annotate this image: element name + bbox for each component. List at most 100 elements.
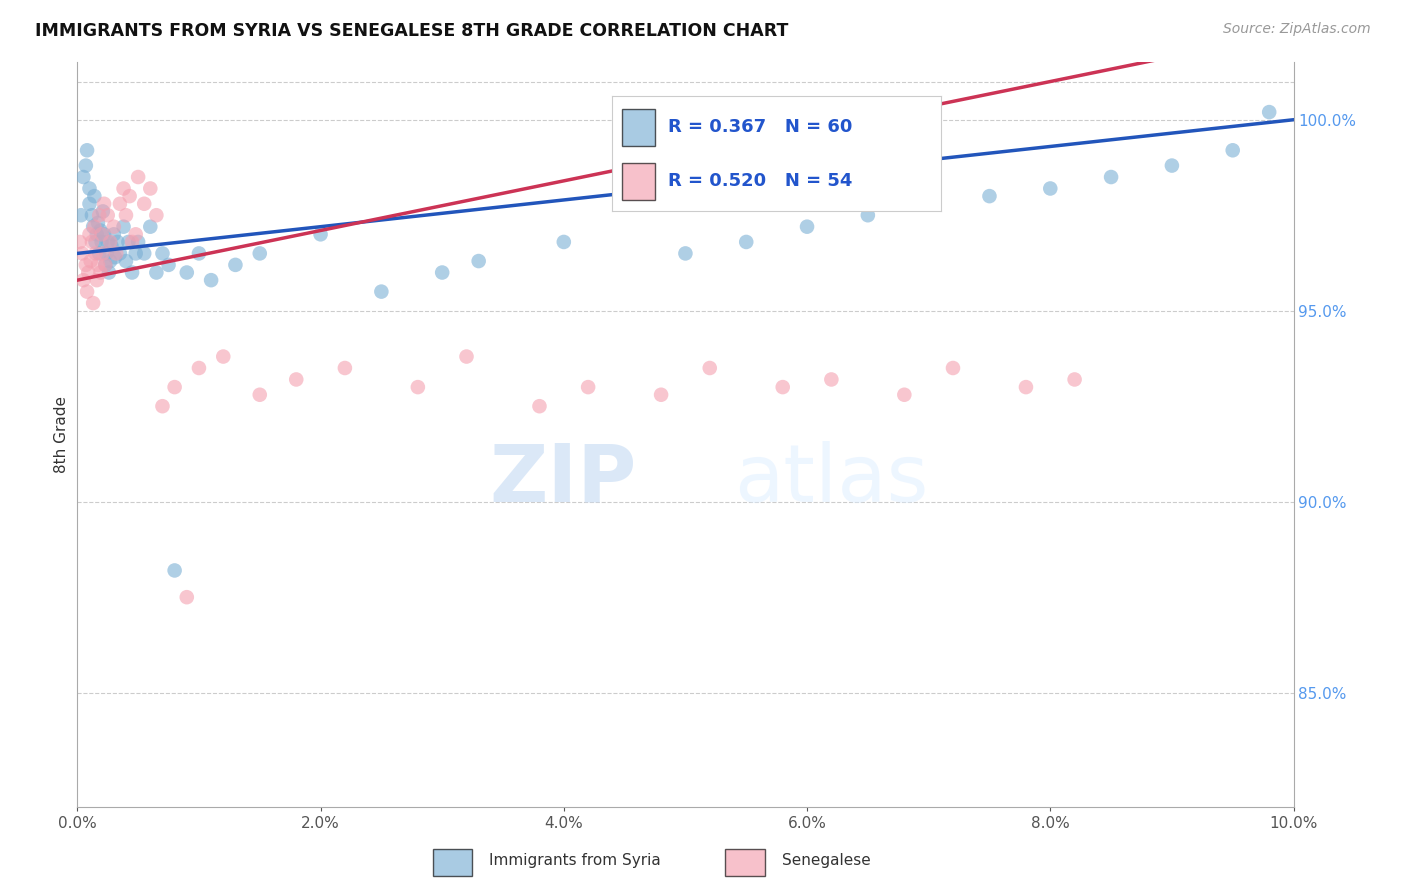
Point [139,219,162,234]
Point [93,227,115,242]
Point [89,246,111,260]
Point [80,208,103,222]
Point [735,235,758,249]
Point [370,285,392,299]
Point [82,219,104,234]
Point [108,246,131,260]
Point [86,227,108,242]
FancyBboxPatch shape [623,109,655,145]
Point [188,361,211,376]
Point [94,258,117,272]
Point [80,254,103,268]
Point [87,216,110,230]
Point [94,258,117,272]
Point [979,189,1001,203]
Point [249,246,271,260]
Point [650,388,672,402]
Point [134,196,156,211]
Point [893,388,915,402]
Point [127,235,149,249]
FancyBboxPatch shape [725,849,765,876]
Point [432,266,454,280]
Point [83,219,105,234]
Point [91,204,114,219]
Point [942,361,965,376]
Point [89,266,111,280]
Point [83,189,105,203]
Point [145,208,167,222]
Point [163,564,186,578]
Point [115,208,138,222]
Point [86,273,108,287]
Point [79,196,101,211]
Point [115,254,138,268]
Point [89,223,111,237]
Point [333,361,356,376]
Point [103,219,125,234]
Y-axis label: 8th Grade: 8th Grade [53,396,69,474]
Point [87,258,110,272]
Point [105,246,128,260]
Point [103,227,125,242]
Point [134,246,156,260]
Point [406,380,429,394]
Point [108,196,131,211]
Point [188,246,211,260]
Point [72,169,94,184]
Point [82,296,104,310]
Point [98,254,121,268]
Point [89,208,111,222]
Text: IMMIGRANTS FROM SYRIA VS SENEGALESE 8TH GRADE CORRELATION CHART: IMMIGRANTS FROM SYRIA VS SENEGALESE 8TH … [35,22,789,40]
Text: Senegalese: Senegalese [782,854,870,868]
Point [84,235,107,249]
Point [553,235,575,249]
Point [249,388,271,402]
Point [97,235,120,249]
Point [285,372,308,386]
Point [118,189,141,203]
Point [93,196,115,211]
Text: ZIP: ZIP [489,441,637,518]
Point [309,227,332,242]
Point [176,590,198,604]
Point [76,143,98,157]
Point [856,208,879,222]
Point [107,235,129,249]
Point [529,399,551,413]
Point [796,219,818,234]
Point [77,266,100,280]
Point [125,246,148,260]
Point [76,285,98,299]
Point [121,235,143,249]
Point [1039,181,1062,195]
Point [69,235,91,249]
Text: atlas: atlas [734,441,928,518]
Point [224,258,246,272]
Point [176,266,198,280]
Point [70,208,93,222]
Point [84,246,107,260]
Point [200,273,222,287]
Point [699,361,721,376]
Point [72,273,94,287]
Point [121,266,143,280]
Text: Source: ZipAtlas.com: Source: ZipAtlas.com [1223,22,1371,37]
Point [163,380,186,394]
Point [70,246,93,260]
Point [117,235,139,249]
Point [104,250,127,264]
Point [1099,169,1122,184]
Point [97,208,120,222]
Point [467,254,489,268]
Point [75,258,97,272]
Point [75,159,97,173]
Point [127,169,149,184]
FancyBboxPatch shape [623,163,655,200]
Point [100,239,122,253]
Point [456,350,478,364]
Text: Immigrants from Syria: Immigrants from Syria [489,854,661,868]
FancyBboxPatch shape [433,849,472,876]
Point [772,380,794,394]
Point [1063,372,1085,386]
Text: R = 0.367   N = 60: R = 0.367 N = 60 [668,118,852,136]
